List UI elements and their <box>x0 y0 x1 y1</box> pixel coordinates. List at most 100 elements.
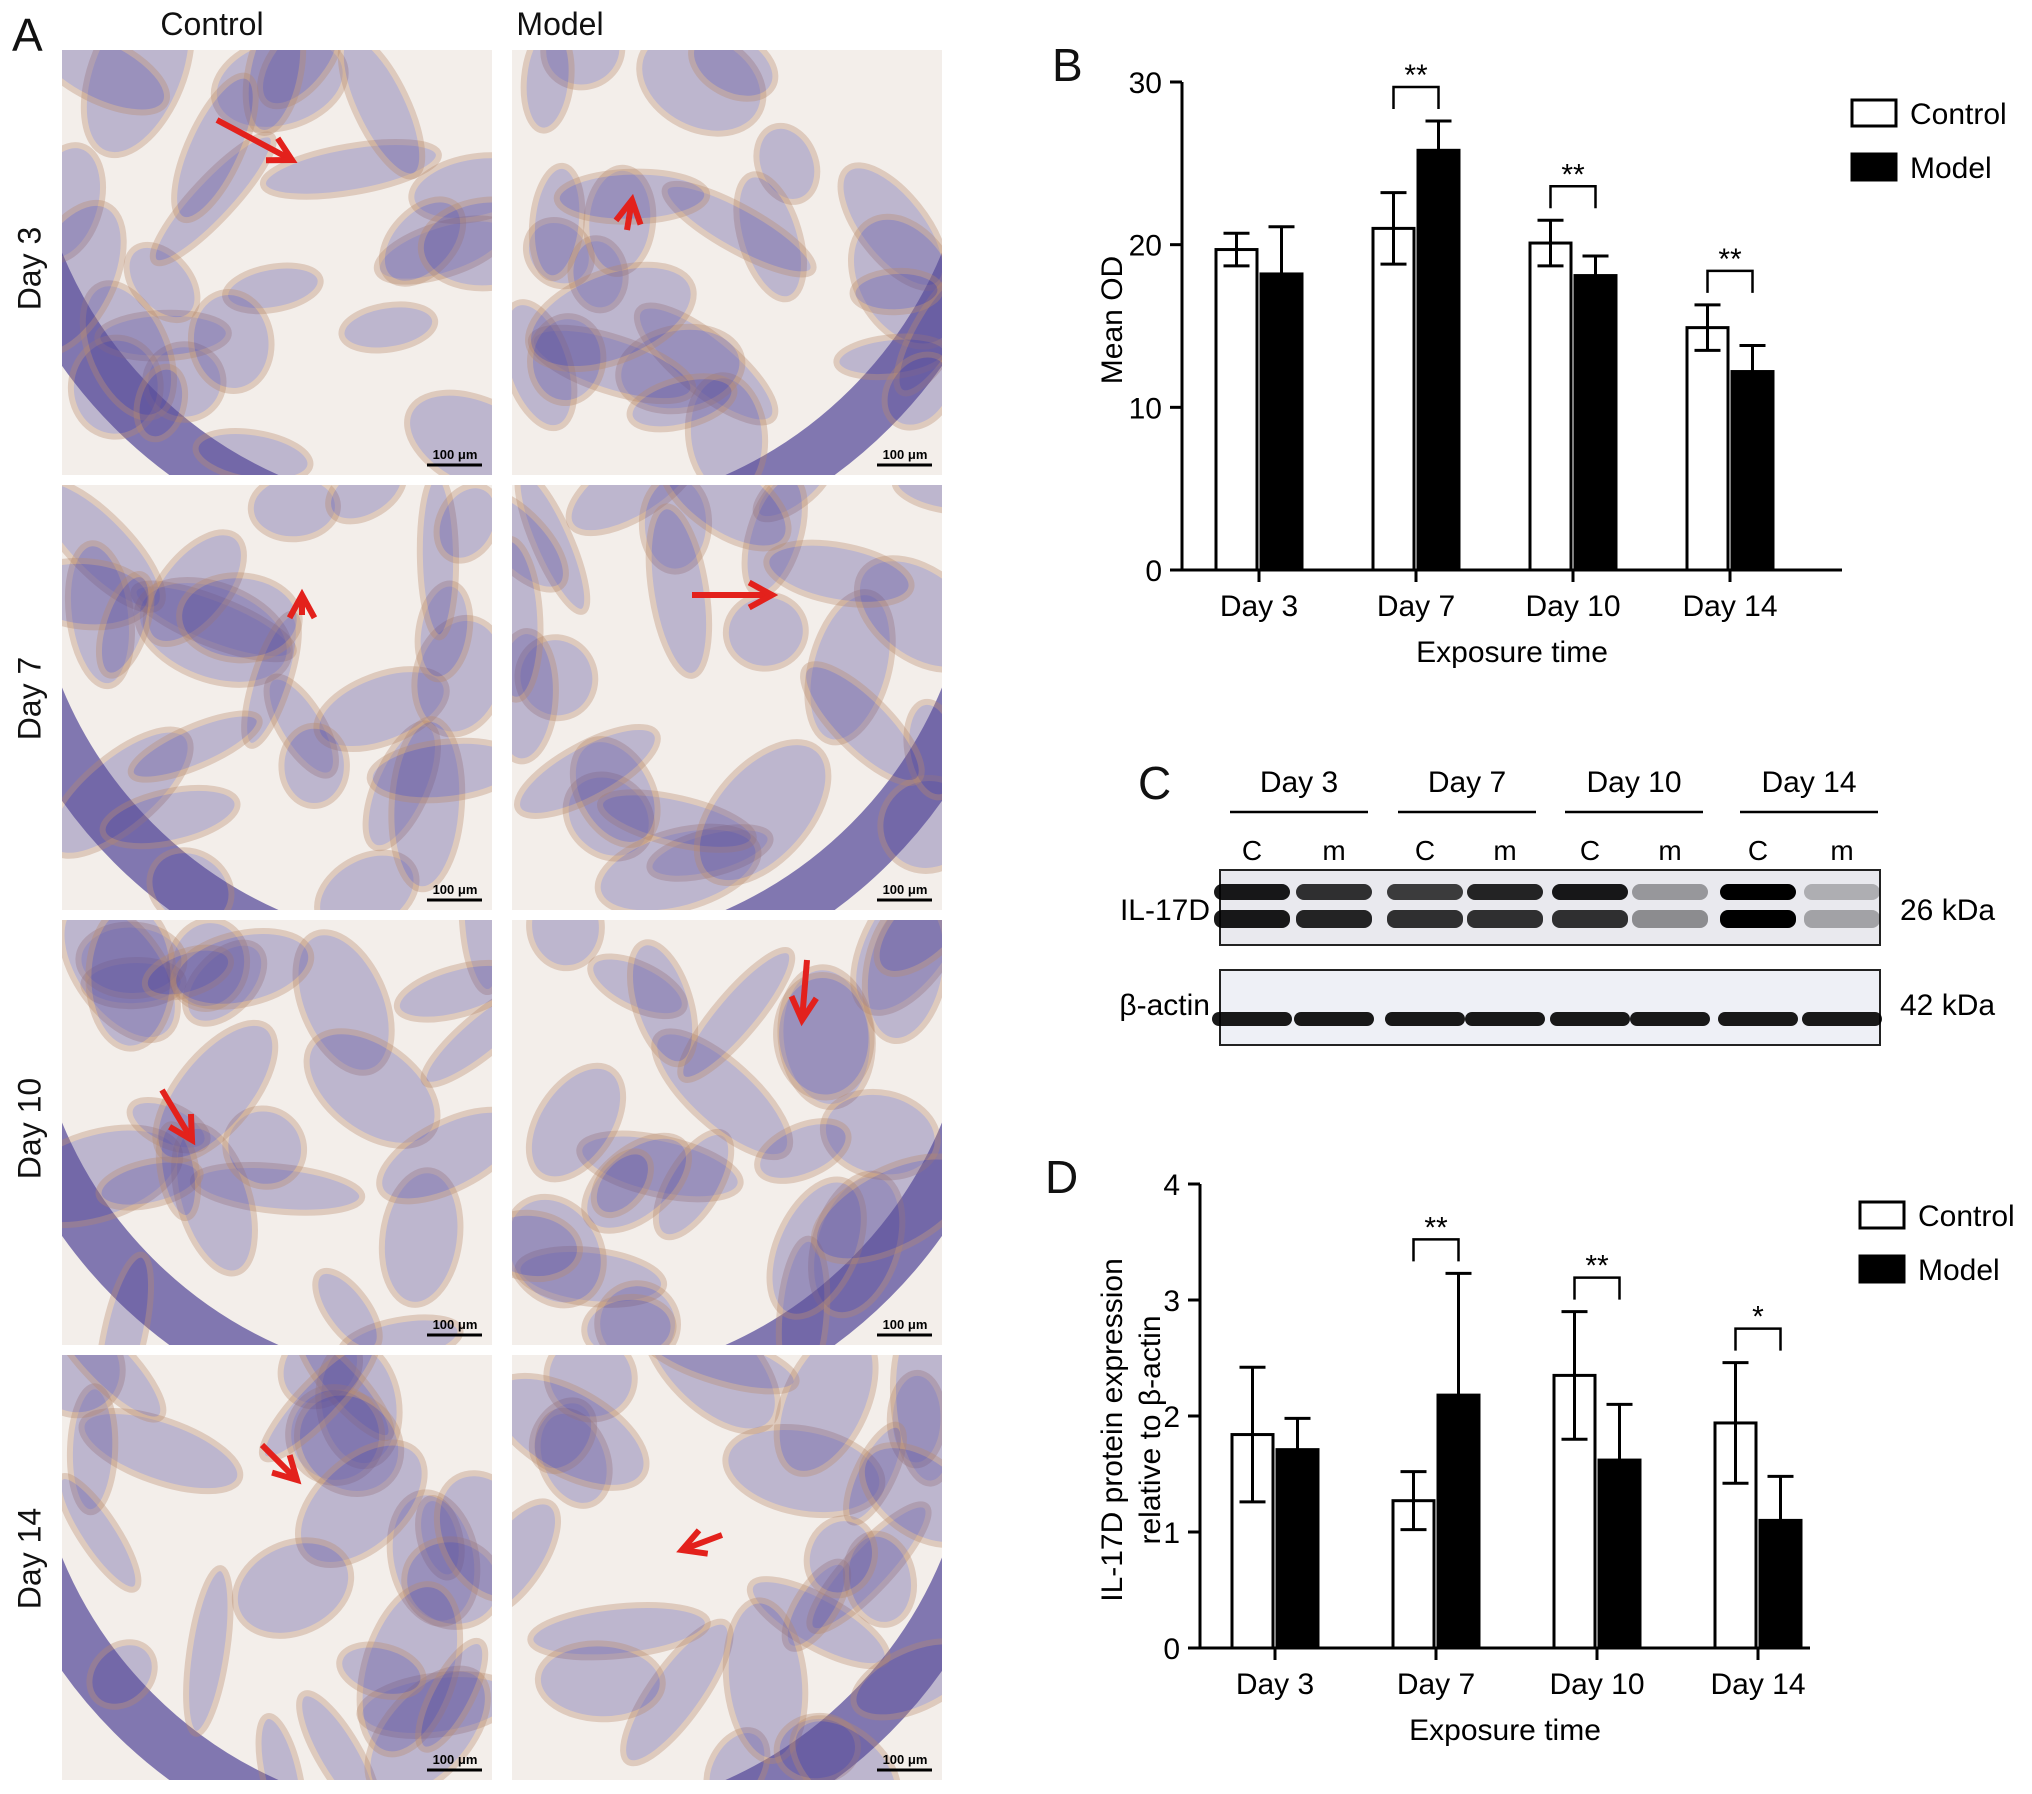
y-tick-label: 10 <box>1129 392 1162 425</box>
legend-swatch-control <box>1850 98 1898 128</box>
x-axis-label: Exposure time <box>1416 636 1608 669</box>
y-tick-label: 1 <box>1163 1517 1180 1550</box>
svg-text:100 μm: 100 μm <box>433 1752 478 1767</box>
blot-size-label: 42 kDa <box>1900 989 1995 1022</box>
legend-label-control: Control <box>1918 1200 2015 1233</box>
significance-label: ** <box>1424 1211 1448 1244</box>
bar-control <box>1528 241 1573 572</box>
blot-band-il17d-upper <box>1467 884 1543 900</box>
blot-size-label: 26 kDa <box>1900 894 1995 927</box>
x-tick-label: Day 14 <box>1682 590 1777 623</box>
blot-day-label: Day 14 <box>1761 766 1856 799</box>
blot-day-label: Day 7 <box>1428 766 1506 799</box>
histology-image-control-day-3: 100 μm <box>62 50 492 475</box>
significance-bracket <box>1392 85 1440 110</box>
blot-lane-label: C <box>1242 835 1262 866</box>
bar-model <box>1436 1393 1481 1650</box>
y-axis-label: Mean OD <box>1096 256 1129 384</box>
svg-text:100 μm: 100 μm <box>433 447 478 462</box>
significance-bracket <box>1706 269 1754 293</box>
blot-band-actin <box>1212 1012 1292 1026</box>
blot-band-il17d-lower <box>1552 910 1628 928</box>
row-label-day-3: Day 3 <box>11 226 48 311</box>
blot-lane-label: C <box>1580 835 1600 866</box>
x-tick-label: Day 10 <box>1525 590 1620 623</box>
y-axis-label: IL-17D protein expression <box>1096 1258 1129 1602</box>
blot-band-il17d-upper <box>1387 884 1463 900</box>
blot-band-actin <box>1718 1012 1798 1026</box>
blot-day-label: Day 10 <box>1586 766 1681 799</box>
bar-control <box>1371 226 1416 572</box>
bar-model <box>1573 274 1618 572</box>
x-tick-label: Day 7 <box>1397 1668 1475 1701</box>
legend-label-control: Control <box>1910 98 2007 131</box>
x-tick-label: Day 3 <box>1220 590 1298 623</box>
column-header-control: Control <box>160 6 264 42</box>
y-axis-label: relative to β-actin <box>1134 1315 1167 1544</box>
svg-text:100 μm: 100 μm <box>883 882 928 897</box>
blot-band-actin <box>1630 1012 1710 1026</box>
row-label-day-14: Day 14 <box>11 1507 48 1610</box>
blot-membrane-actin <box>1219 969 1881 1046</box>
blot-band-il17d-lower <box>1467 910 1543 928</box>
histology-image-model-day-7: 100 μm <box>512 485 942 910</box>
bar-control <box>1713 1421 1758 1650</box>
svg-text:100 μm: 100 μm <box>883 1752 928 1767</box>
significance-label: ** <box>1718 243 1742 276</box>
blot-lane-label: m <box>1322 835 1345 866</box>
blot-band-il17d-lower <box>1804 910 1880 928</box>
bar-model <box>1275 1448 1320 1650</box>
blot-band-il17d-upper <box>1804 884 1880 900</box>
svg-text:100 μm: 100 μm <box>433 882 478 897</box>
blot-band-il17d-lower <box>1387 910 1463 928</box>
blot-day-label: Day 3 <box>1260 766 1338 799</box>
svg-text:100 μm: 100 μm <box>883 1317 928 1332</box>
bar-control <box>1685 326 1730 572</box>
legend-label-model: Model <box>1910 152 1992 185</box>
blot-band-actin <box>1465 1012 1545 1026</box>
blot-lane-label: C <box>1748 835 1768 866</box>
blot-band-il17d-upper <box>1720 884 1796 900</box>
legend-swatch-control <box>1858 1200 1906 1230</box>
histology-image-control-day-14: 100 μm <box>62 1355 492 1780</box>
significance-label: ** <box>1561 158 1585 191</box>
histology-image-model-day-14: 100 μm <box>512 1355 942 1780</box>
y-tick-label: 20 <box>1129 230 1162 263</box>
svg-text:100 μm: 100 μm <box>433 1317 478 1332</box>
blot-membrane-il17d <box>1219 869 1881 946</box>
bar-control <box>1214 248 1259 572</box>
significance-bracket <box>1734 1327 1782 1351</box>
panel-d-letter: D <box>1045 1151 1079 1203</box>
significance-bracket <box>1573 1276 1621 1300</box>
significance-label: * <box>1752 1301 1764 1334</box>
blot-lane-label: m <box>1830 835 1853 866</box>
row-label-day-10: Day 10 <box>11 1077 48 1180</box>
panel-b-letter: B <box>1052 39 1083 91</box>
significance-label: ** <box>1404 59 1428 92</box>
legend-swatch-model <box>1858 1254 1906 1284</box>
significance-bracket <box>1549 185 1597 209</box>
blot-band-il17d-lower <box>1720 910 1796 928</box>
blot-band-il17d-upper <box>1214 884 1290 900</box>
blot-lane-label: C <box>1415 835 1435 866</box>
bar-model <box>1597 1458 1642 1650</box>
x-tick-label: Day 7 <box>1377 590 1455 623</box>
bar-model <box>1758 1518 1803 1650</box>
blot-lane-label: m <box>1493 835 1516 866</box>
blot-band-actin <box>1802 1012 1882 1026</box>
bar-model <box>1730 370 1775 572</box>
histology-image-model-day-3: 100 μm <box>512 50 942 475</box>
y-tick-label: 30 <box>1129 67 1162 100</box>
blot-band-il17d-upper <box>1632 884 1708 900</box>
blot-band-il17d-lower <box>1296 910 1372 928</box>
row-label-day-7: Day 7 <box>11 656 48 741</box>
y-tick-label: 4 <box>1163 1169 1180 1202</box>
blot-protein-label: IL-17D <box>1120 894 1210 927</box>
x-tick-label: Day 3 <box>1236 1668 1314 1701</box>
blot-band-actin <box>1385 1012 1465 1026</box>
significance-bracket <box>1412 1238 1460 1262</box>
y-tick-label: 0 <box>1163 1633 1180 1666</box>
chart-b: 0 10 20 30 Mean OD Exposure time Day 3 Day 7 Day… <box>1096 59 2007 669</box>
x-tick-label: Day 14 <box>1710 1668 1805 1701</box>
column-header-model: Model <box>516 6 604 42</box>
